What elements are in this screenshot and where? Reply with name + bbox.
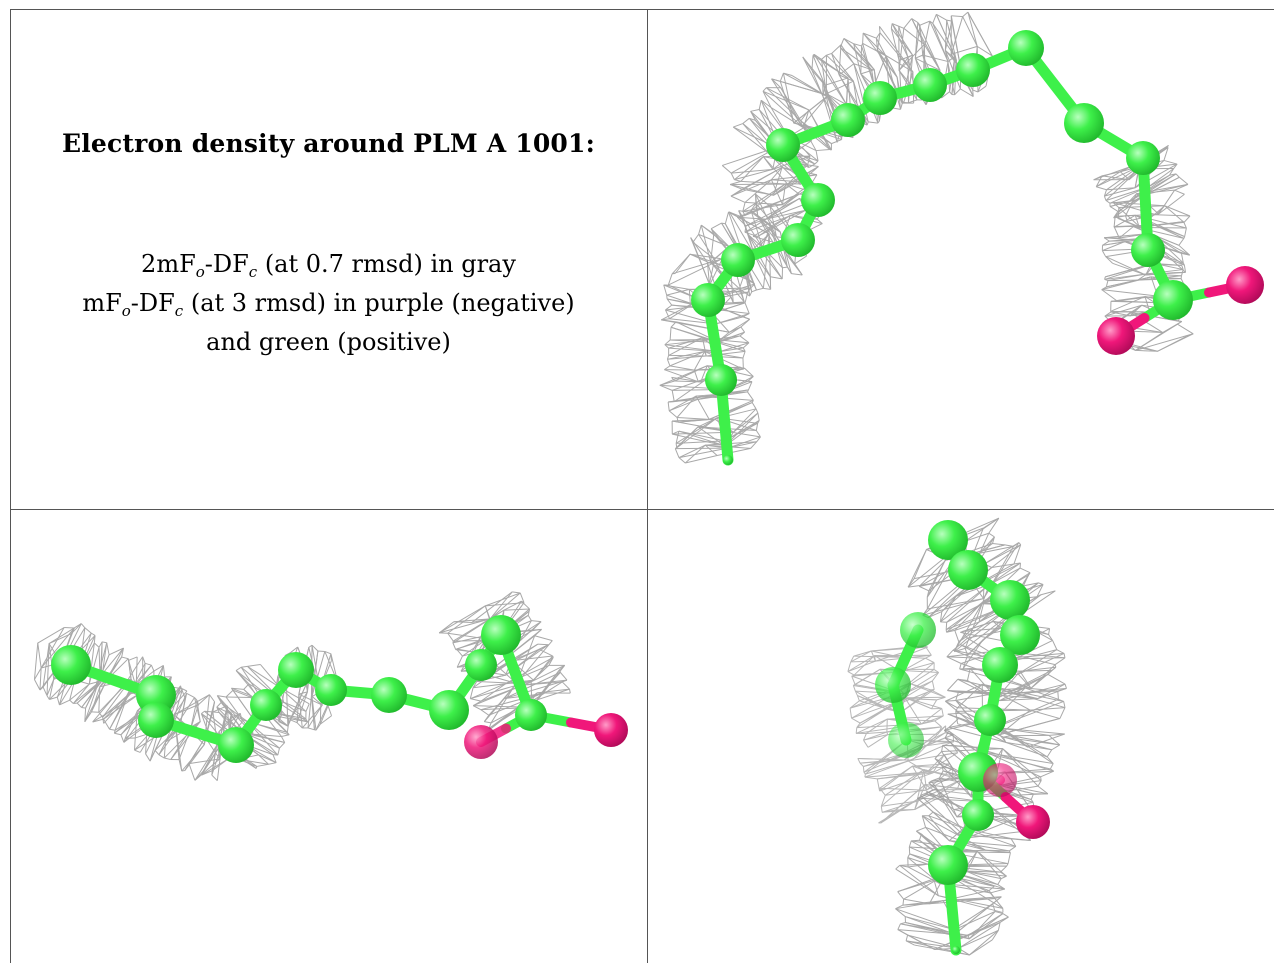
carbon-atom [51,645,91,685]
carbon-atom [974,704,1006,736]
carbon-atom [218,727,254,763]
molecule-view-1 [659,11,1264,466]
oxygen-atom [983,763,1017,797]
carbon-atom [250,689,282,721]
oxygen-atom [1097,317,1135,355]
caption-legend: 2mFo-DFc (at 0.7 rmsd) in gray mFo-DFc (… [10,245,647,362]
carbon-atom [928,845,968,885]
carbon-atom [721,243,755,277]
carbon-atom [371,677,407,713]
caption-line-1: 2mFo-DFc (at 0.7 rmsd) in gray [141,250,516,281]
atoms [928,520,1050,954]
oxygen-atom [464,725,498,759]
carbon-atom [278,652,314,688]
carbon-atom [1000,615,1040,655]
carbon-atom [138,702,174,738]
oxygen-atom [1226,266,1264,304]
carbon-atom [1126,141,1160,175]
carbon-atom [952,946,960,954]
carbon-atom [875,667,911,703]
carbon-atom [781,223,815,257]
carbon-atom [515,699,547,731]
carbon-atom [948,550,988,590]
molecule-view-3 [847,517,1067,956]
caption-line-3: and green (positive) [206,328,451,356]
carbon-atom [691,283,725,317]
caption-cell: Electron density around PLM A 1001: 2mFo… [10,9,647,509]
carbon-atom [481,615,521,655]
caption-line-2: mFo-DFc (at 3 rmsd) in purple (negative) [82,289,575,320]
figure-table: Electron density around PLM A 1001: 2mFo… [10,9,1274,963]
table-border-middle-row [10,509,1274,510]
carbon-atom [1008,30,1044,66]
atoms [51,615,628,763]
carbon-atom [766,128,800,162]
caption-title: Electron density around PLM A 1001: [61,129,596,158]
carbon-atom [863,81,897,115]
carbon-atom [928,520,968,560]
oxygen-atom [594,713,628,747]
carbon-atom [1153,280,1193,320]
carbon-atom [705,364,737,396]
oxygen-atom [1016,805,1050,839]
carbon-atom [429,690,469,730]
carbon-atom [956,53,990,87]
carbon-atom [982,647,1018,683]
carbon-atom [900,612,936,648]
carbon-atom [315,674,347,706]
view-bottom-right [648,510,1274,963]
carbon-atom [1131,233,1165,267]
carbon-atom [465,649,497,681]
molecule-view-2 [33,591,628,781]
table-border-middle [647,9,648,963]
view-top-right [648,10,1274,509]
carbon-atom [801,183,835,217]
carbon-atom [831,103,865,137]
carbon-atom [1064,103,1104,143]
table-border-left [10,9,11,963]
atoms [875,612,936,758]
carbon-atom [136,675,176,715]
table-border-top-left [10,9,647,10]
carbon-atom [723,455,733,465]
view-bottom-left [11,510,647,963]
carbon-atom [913,68,947,102]
table-border-top [647,9,1274,10]
carbon-atom [962,799,994,831]
carbon-atom [888,722,924,758]
carbon-atom [990,580,1030,620]
atoms [691,30,1264,465]
